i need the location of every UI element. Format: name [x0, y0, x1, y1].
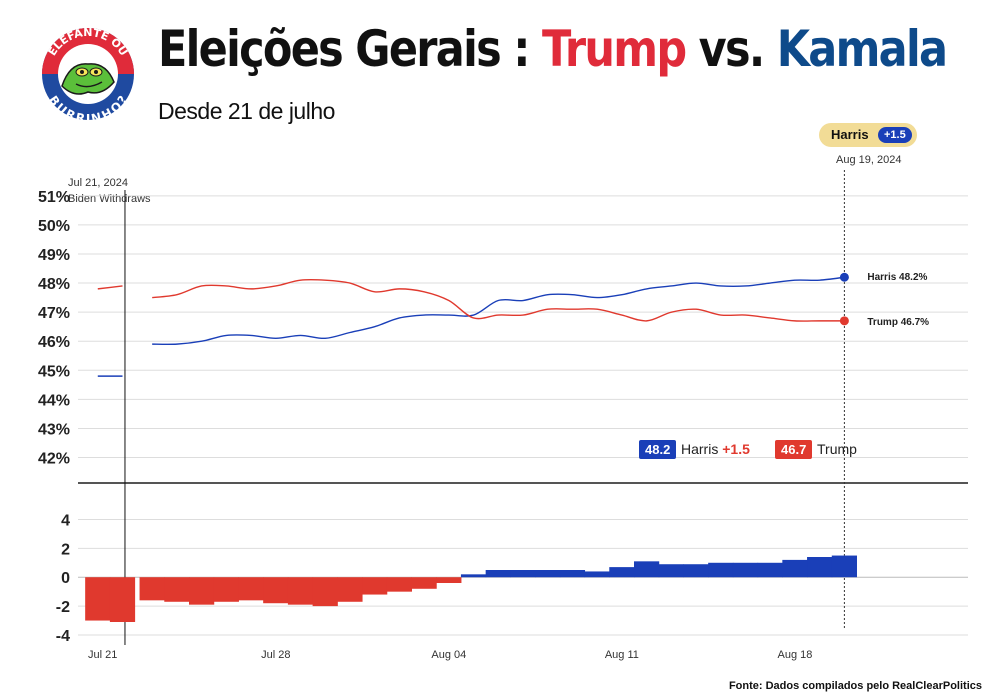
page-title: Eleições Gerais : Trump vs. Kamala — [158, 24, 948, 74]
x-tick-label: Aug 11 — [605, 649, 639, 661]
top-y-tick-label: 48% — [38, 276, 70, 293]
margin-bar-harris — [535, 570, 561, 578]
legend-trump-value: 46.7 — [775, 440, 813, 459]
series-line-trump — [152, 278, 845, 322]
lead-badge-margin: +1.5 — [878, 127, 912, 143]
title-kamala: Kamala — [776, 20, 948, 78]
legend-harris-name: Harris — [681, 441, 719, 457]
end-point-trump — [839, 316, 849, 326]
title-vs: vs. — [685, 20, 777, 78]
margin-bar-harris — [658, 564, 684, 578]
margin-bar-harris — [708, 562, 734, 578]
margin-bar-trump — [362, 577, 388, 595]
margin-bar-harris — [683, 564, 709, 578]
margin-bar-trump — [263, 577, 289, 604]
top-y-tick-label: 45% — [38, 363, 70, 380]
margin-bar-trump — [164, 577, 190, 602]
top-y-tick-label: 51% — [38, 189, 70, 206]
top-y-tick-label: 50% — [38, 218, 70, 235]
legend-trump-name: Trump — [817, 441, 857, 457]
margin-bar-harris — [807, 557, 833, 578]
legend-harris: Harris +1.5 — [681, 440, 750, 459]
top-y-tick-label: 44% — [38, 392, 70, 409]
margin-bar-trump — [312, 577, 338, 607]
margin-bar-trump — [213, 577, 239, 602]
end-point-harris — [839, 272, 849, 282]
margin-bar-trump — [189, 577, 215, 605]
x-tick-label: Aug 18 — [778, 649, 813, 661]
event-date: Jul 21, 2024 — [68, 177, 128, 189]
legend-harris-value: 48.2 — [639, 440, 677, 459]
margin-bar-harris — [485, 570, 511, 578]
x-tick-label: Aug 04 — [431, 649, 466, 661]
margin-bar-trump — [436, 577, 462, 583]
margin-bar-trump — [411, 577, 437, 589]
margin-bar-harris — [609, 567, 635, 578]
margin-bar-harris — [757, 562, 783, 578]
title-part1: Eleições Gerais : — [158, 20, 542, 78]
bottom-y-tick-label: -4 — [56, 628, 70, 645]
margin-bar-trump — [109, 577, 136, 622]
bottom-y-tick-label: 4 — [61, 512, 70, 529]
top-y-tick-label: 42% — [38, 451, 70, 468]
margin-bar-harris — [634, 561, 660, 578]
top-y-tick-label: 43% — [38, 421, 70, 438]
margin-bar-trump — [238, 577, 264, 601]
lead-badge-name: Harris — [831, 127, 869, 142]
series-line-trump — [97, 285, 123, 290]
margin-bar-harris — [732, 562, 759, 578]
margin-bar-trump — [287, 577, 314, 605]
margin-bar-harris — [831, 555, 857, 578]
logo: ELEFANTE OU BURRINHO? — [42, 26, 134, 122]
end-label-trump: Trump 46.7% — [867, 317, 929, 328]
margin-bar-harris — [460, 574, 487, 578]
margin-bar-trump — [386, 577, 412, 592]
margin-bar-harris — [782, 559, 808, 578]
top-y-tick-label: 46% — [38, 334, 70, 351]
series-line-harris — [152, 276, 845, 346]
bottom-y-tick-label: 2 — [61, 541, 70, 558]
margin-bar-harris — [584, 571, 610, 578]
margin-bar-trump — [337, 577, 363, 602]
bottom-y-tick-label: -2 — [56, 599, 70, 616]
lead-badge-date: Aug 19, 2024 — [836, 154, 902, 166]
end-label-harris: Harris 48.2% — [867, 272, 927, 283]
margin-bar-trump — [139, 577, 165, 601]
legend-diff: +1.5 — [722, 441, 750, 457]
subtitle: Desde 21 de julho — [158, 98, 335, 124]
source-note: Fonte: Dados compilados pelo RealClearPo… — [728, 680, 982, 692]
title-trump: Trump — [541, 20, 687, 78]
x-tick-label: Jul 21 — [88, 649, 117, 661]
lead-badge: Harris +1.5 — [819, 123, 917, 147]
bottom-y-tick-label: 0 — [61, 570, 70, 587]
top-y-tick-label: 47% — [38, 305, 70, 322]
x-tick-label: Jul 28 — [261, 649, 290, 661]
top-y-tick-label: 49% — [38, 247, 70, 264]
margin-bar-harris — [510, 570, 536, 578]
margin-bar-trump — [85, 577, 111, 621]
margin-bar-harris — [559, 570, 586, 578]
